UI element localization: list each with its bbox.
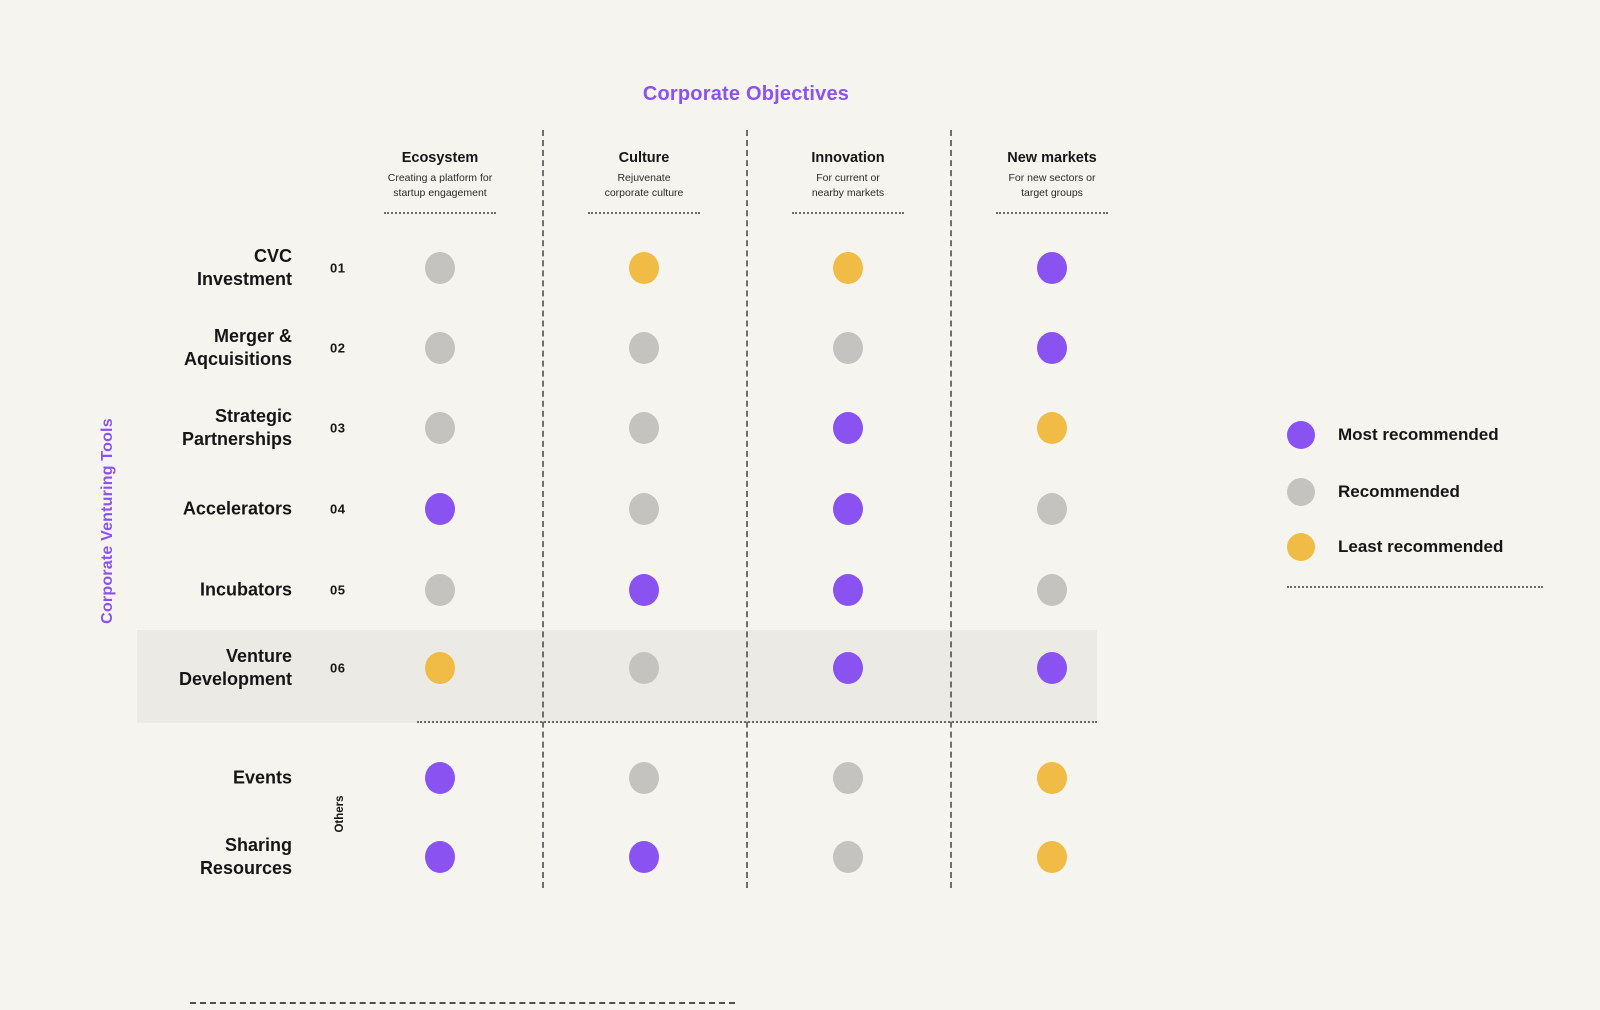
column-title: Culture (618, 150, 670, 166)
row-number-01: 01 (330, 260, 346, 276)
column-separator-2 (746, 130, 748, 888)
column-header-innovation: Innovation For current or nearby markets (758, 150, 938, 200)
dot-events-new-markets-least (1037, 762, 1067, 794)
column-header-underline (588, 212, 700, 214)
dot-merger-aqcuisitions-innovation-recommended (833, 332, 863, 364)
dot-strategic-partnerships-ecosystem-recommended (425, 412, 455, 444)
column-header-underline (792, 212, 904, 214)
column-subtitle: Rejuvenate corporate culture (604, 172, 684, 199)
dot-cvc-investment-new-markets-most (1037, 252, 1067, 284)
column-title: Innovation (811, 150, 885, 166)
dot-incubators-ecosystem-recommended (425, 574, 455, 606)
dot-accelerators-ecosystem-most (425, 493, 455, 525)
row-label-incubators: Incubators (199, 579, 292, 600)
row-label-sharing-resources: Sharing Resources (199, 835, 292, 878)
dot-venture-development-culture-recommended (629, 652, 659, 684)
page-title: Corporate Objectives (642, 83, 850, 105)
legend-label-most: Most recommended (1338, 425, 1499, 444)
dot-incubators-culture-most (629, 574, 659, 606)
dot-merger-aqcuisitions-new-markets-most (1037, 332, 1067, 364)
legend-label-recommended: Recommended (1338, 482, 1460, 501)
dot-events-ecosystem-most (425, 762, 455, 794)
column-subtitle: For current or nearby markets (811, 172, 885, 199)
dot-sharing-resources-ecosystem-most (425, 841, 455, 873)
dot-merger-aqcuisitions-ecosystem-recommended (425, 332, 455, 364)
legend-dot-most (1287, 421, 1315, 449)
dot-events-culture-recommended (629, 762, 659, 794)
column-title: New markets (1007, 150, 1097, 166)
dot-sharing-resources-innovation-recommended (833, 841, 863, 873)
dot-strategic-partnerships-new-markets-least (1037, 412, 1067, 444)
row-label-strategic-partnerships: Strategic Partnerships (181, 406, 292, 449)
dot-events-innovation-recommended (833, 762, 863, 794)
column-header-ecosystem: Ecosystem Creating a platform for startup… (350, 150, 530, 200)
legend-label-least: Least recommended (1338, 537, 1504, 556)
row-number-02: 02 (330, 340, 346, 356)
row-label-merger-aqcuisitions: Merger & Aqcuisitions (183, 326, 292, 369)
dot-venture-development-ecosystem-least (425, 652, 455, 684)
column-header-underline (996, 212, 1108, 214)
legend-dotted-line (1287, 586, 1543, 588)
column-subtitle: For new sectors or target groups (1008, 172, 1096, 199)
column-header-culture: Culture Rejuvenate corporate culture (554, 150, 734, 200)
column-subtitle: Creating a platform for startup engageme… (387, 172, 493, 199)
dot-cvc-investment-innovation-least (833, 252, 863, 284)
dot-cvc-investment-ecosystem-recommended (425, 252, 455, 284)
dot-strategic-partnerships-innovation-most (833, 412, 863, 444)
dot-venture-development-innovation-most (833, 652, 863, 684)
dot-accelerators-innovation-most (833, 493, 863, 525)
row-label-cvc-investment: CVC Investment (196, 246, 292, 289)
row-number-04: 04 (330, 501, 346, 517)
row-label-events: Events (232, 767, 292, 788)
others-group-label: Others (334, 795, 346, 833)
dot-strategic-partnerships-culture-recommended (629, 412, 659, 444)
dot-cvc-investment-culture-least (629, 252, 659, 284)
column-header-underline (384, 212, 496, 214)
row-number-05: 05 (330, 582, 346, 598)
column-header-new-markets: New markets For new sectors or target gro… (962, 150, 1142, 200)
dot-incubators-innovation-most (833, 574, 863, 606)
dot-sharing-resources-new-markets-least (1037, 841, 1067, 873)
column-title: Ecosystem (401, 150, 479, 166)
dot-accelerators-new-markets-recommended (1037, 493, 1067, 525)
grid-bottom-dotted-line (417, 721, 1097, 723)
row-label-venture-development: Venture Development (178, 646, 292, 689)
dot-incubators-new-markets-recommended (1037, 574, 1067, 606)
column-separator-3 (950, 130, 952, 888)
highlight-band-venture-development (137, 630, 1097, 723)
dot-accelerators-culture-recommended (629, 493, 659, 525)
column-separator-1 (542, 130, 544, 888)
legend-dot-recommended (1287, 478, 1315, 506)
dot-merger-aqcuisitions-culture-recommended (629, 332, 659, 364)
bottom-cropped-dashed-line (190, 1002, 735, 1004)
dot-sharing-resources-culture-most (629, 841, 659, 873)
row-number-03: 03 (330, 420, 346, 436)
legend-dot-least (1287, 533, 1315, 561)
dot-venture-development-new-markets-most (1037, 652, 1067, 684)
row-label-accelerators: Accelerators (182, 498, 292, 519)
row-number-06: 06 (330, 660, 346, 676)
